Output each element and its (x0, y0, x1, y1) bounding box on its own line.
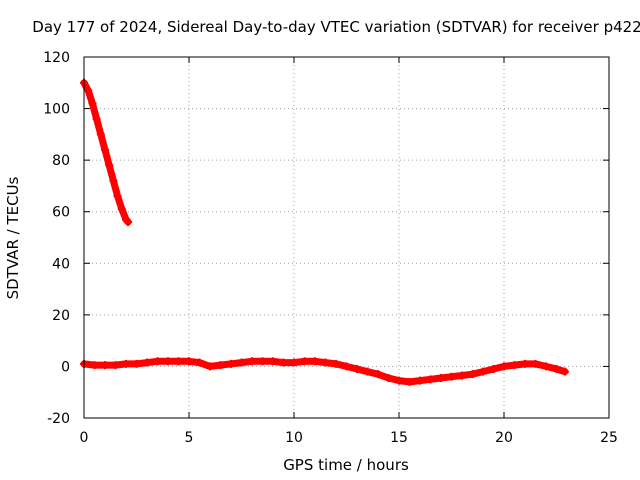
data-point (342, 362, 351, 371)
data-point (531, 359, 540, 368)
data-point (279, 358, 288, 367)
data-point (122, 359, 130, 368)
series-1 (80, 78, 133, 227)
data-point (479, 367, 487, 376)
data-point (447, 372, 456, 381)
data-point (111, 361, 120, 370)
x-tick-label: 10 (285, 430, 303, 446)
data-point (500, 362, 508, 371)
data-point (195, 358, 204, 367)
data-point (237, 358, 246, 367)
chart-title: Day 177 of 2024, Sidereal Day-to-day VTE… (32, 18, 640, 36)
data-point (321, 358, 330, 367)
data-point (164, 357, 172, 366)
data-point (353, 365, 361, 374)
data-point (117, 205, 126, 214)
data-point (290, 358, 298, 367)
x-tick-label: 25 (600, 430, 618, 446)
x-tick-labels: 0 5 10 15 20 25 (80, 430, 618, 446)
data-point (248, 357, 256, 366)
x-tick-label: 20 (495, 430, 513, 446)
data-point (468, 370, 477, 379)
data-point (560, 367, 569, 376)
y-tick-label: 40 (52, 256, 70, 272)
data-point (92, 114, 101, 123)
data-point (311, 357, 319, 366)
y-tick-label: 60 (52, 205, 70, 221)
data-point (153, 357, 162, 366)
data-point (113, 192, 122, 201)
data-point (101, 145, 109, 154)
data-point (405, 377, 414, 386)
data-point (143, 358, 151, 367)
data-point (395, 376, 403, 385)
data-point (542, 362, 550, 371)
data-point (96, 130, 105, 139)
data-point (174, 357, 183, 366)
data-series (80, 78, 569, 386)
data-point (90, 361, 99, 370)
data-point (105, 161, 114, 170)
data-point (458, 371, 466, 380)
data-point (374, 370, 382, 379)
data-point (88, 99, 97, 108)
data-point (109, 176, 118, 185)
y-tick-label: 100 (43, 102, 70, 118)
y-tick-label: 20 (52, 308, 70, 324)
x-tick-label: 15 (390, 430, 408, 446)
data-point (132, 359, 141, 368)
data-point (510, 361, 519, 370)
y-tick-labels: -20 0 20 40 60 80 100 120 (43, 50, 70, 427)
data-point (416, 376, 424, 385)
data-point (363, 367, 372, 376)
data-point (552, 365, 561, 374)
y-tick-label: 80 (52, 153, 70, 169)
x-axis-label: GPS time / hours (283, 456, 409, 474)
data-point (258, 357, 267, 366)
y-tick-label: -20 (47, 411, 70, 427)
data-point (227, 359, 235, 368)
data-point (124, 218, 133, 227)
data-point (332, 359, 340, 368)
y-axis-label: SDTVAR / TECUs (4, 176, 22, 299)
data-point (206, 362, 214, 371)
data-point (489, 365, 498, 374)
y-tick-label: 120 (43, 50, 70, 66)
data-point (101, 361, 109, 370)
data-point (300, 357, 309, 366)
data-point (185, 357, 193, 366)
data-point (384, 374, 393, 383)
x-tick-label: 5 (185, 430, 194, 446)
x-tick-label: 0 (80, 430, 89, 446)
data-point (84, 86, 93, 95)
plot-frame (83, 56, 610, 419)
data-point (437, 374, 445, 383)
y-tick-label: 0 (61, 359, 70, 375)
data-point (269, 357, 277, 366)
data-point (521, 359, 529, 368)
data-point (216, 361, 225, 370)
series-2 (80, 357, 569, 386)
data-point (426, 375, 435, 384)
